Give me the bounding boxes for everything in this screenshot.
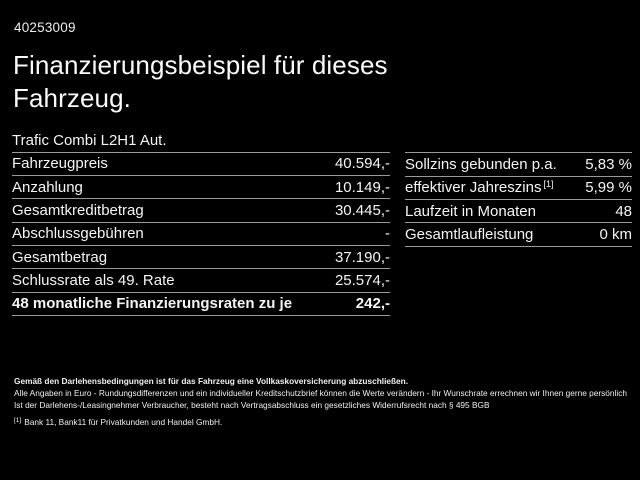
row-value: - [385, 225, 390, 243]
table-row-gesamtlaufleistung: Gesamtlaufleistung 0 km [405, 223, 632, 247]
table-row-anzahlung: Anzahlung 10.149,- [12, 176, 390, 200]
vehicle-model-row: Trafic Combi L2H1 Aut. [12, 130, 390, 153]
vehicle-id: 40253009 [14, 20, 76, 35]
row-value: 30.445,- [334, 202, 390, 220]
row-label: Gesamtbetrag [12, 248, 108, 266]
legal-line-euro: Alle Angaben in Euro - Rundungsdifferenz… [14, 387, 627, 398]
legal-line-widerrufsrecht: Ist der Darlehens-/Leasingnehmer Verbrau… [14, 399, 490, 410]
row-value: 242,- [355, 295, 390, 313]
footnote-marker: [1] [14, 417, 22, 425]
row-label: Gesamtkreditbetrag [12, 202, 144, 220]
vehicle-model: Trafic Combi L2H1 Aut. [12, 132, 167, 150]
row-label: Fahrzeugpreis [12, 155, 108, 173]
row-label-text: Gesamtlaufleistung [405, 225, 534, 243]
conditions-table: Sollzins gebunden p.a. 5,83 % effektiver… [405, 152, 632, 247]
financing-table: Trafic Combi L2H1 Aut. Fahrzeugpreis 40.… [12, 130, 390, 316]
table-row-abschlussgebuehren: Abschlussgebühren - [12, 223, 390, 246]
row-label: Anzahlung [12, 178, 83, 196]
table-row-laufzeit: Laufzeit in Monaten 48 [405, 200, 632, 224]
row-value: 0 km [599, 225, 632, 243]
row-label: Laufzeit in Monaten [405, 203, 538, 220]
row-label: Abschlussgebühren [12, 225, 144, 243]
row-label: 48 monatliche Finanzierungsraten zu je [12, 295, 293, 313]
footnote-text: Bank 11, Bank11 für Privatkunden und Han… [24, 417, 223, 428]
row-value: 5,99 % [585, 179, 632, 197]
row-value: 25.574,- [334, 271, 390, 289]
table-row-sollzins: Sollzins gebunden p.a. 5,83 % [405, 153, 632, 177]
row-label: Schlussrate als 49. Rate [12, 271, 175, 289]
row-label-text: effektiver Jahreszins [405, 179, 542, 197]
row-value: 10.149,- [334, 178, 390, 196]
table-row-effektiver-jahreszins: effektiver Jahreszins [1] 5,99 % [405, 177, 632, 200]
row-value: 40.594,- [334, 155, 390, 173]
table-row-fahrzeugpreis: Fahrzeugpreis 40.594,- [12, 153, 390, 177]
footnote-marker: [1] [543, 179, 554, 190]
page-title: Finanzierungsbeispiel für dieses Fahrzeu… [13, 50, 388, 113]
table-row-schlussrate: Schlussrate als 49. Rate 25.574,- [12, 269, 390, 293]
row-label: effektiver Jahreszins [1] [405, 179, 553, 196]
table-row-gesamtbetrag: Gesamtbetrag 37.190,- [12, 246, 390, 270]
row-label: Sollzins gebunden p.a. [405, 156, 559, 173]
row-value: 5,83 % [585, 156, 632, 174]
row-value: 37.190,- [334, 248, 390, 266]
row-label: Gesamtlaufleistung [405, 226, 535, 243]
bank-footnote: [1] Bank 11, Bank11 für Privatkunden und … [14, 415, 636, 429]
table-row-gesamtkreditbetrag: Gesamtkreditbetrag 30.445,- [12, 199, 390, 223]
legal-footer: Gemäß den Darlehensbedingungen ist für d… [14, 376, 636, 429]
row-value: 48 [615, 202, 632, 220]
row-label-text: Laufzeit in Monaten [405, 202, 536, 220]
table-row-monatsrate: 48 monatliche Finanzierungsraten zu je 2… [12, 293, 390, 316]
row-label-text: Sollzins gebunden p.a. [405, 156, 557, 174]
legal-line-insurance: Gemäß den Darlehensbedingungen ist für d… [14, 376, 409, 386]
